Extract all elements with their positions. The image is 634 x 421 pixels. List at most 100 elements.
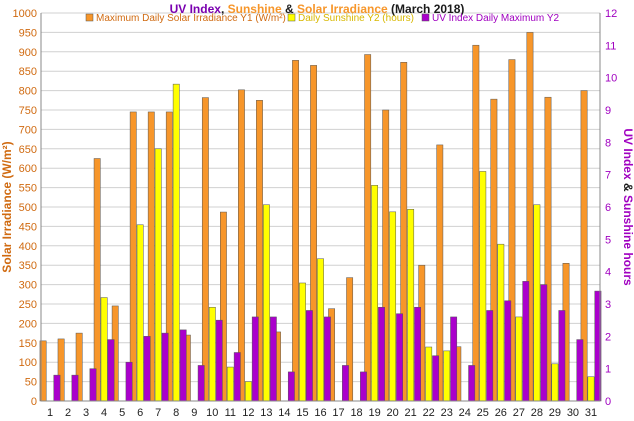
x-tick-label: 23	[441, 407, 453, 419]
x-tick-label: 4	[101, 407, 107, 419]
bar-series-2	[244, 381, 252, 402]
bar-series-1	[364, 54, 372, 402]
x-tick-label: 11	[225, 407, 236, 419]
x-tick-label: 5	[119, 407, 125, 419]
left-tick-label: 950	[19, 27, 37, 39]
x-tick-label: 17	[332, 407, 344, 419]
bar-series-3	[251, 316, 259, 402]
x-tick-label: 13	[260, 407, 272, 419]
right-axis-title: UV Index & Sunshine hours	[621, 128, 634, 286]
bar-series-2	[587, 376, 595, 402]
bar-series-2	[263, 204, 270, 402]
bar-series-2	[479, 171, 487, 402]
bar-series-3	[522, 281, 530, 402]
bar-series-3	[215, 319, 223, 402]
x-tick-label: 19	[368, 407, 380, 419]
x-tick-label: 22	[423, 407, 435, 419]
bar-series-3	[143, 336, 151, 402]
bar-series-3	[432, 355, 440, 402]
bar-series-2	[551, 363, 559, 402]
left-tick-label: 100	[19, 357, 37, 369]
bar-series-3	[269, 316, 277, 402]
bar-series-3	[125, 361, 133, 402]
left-axis-title: Solar Irradiance (W/m²)	[0, 141, 14, 272]
bar-series-1	[129, 111, 137, 402]
bar-series-3	[558, 310, 566, 402]
left-tick-label: 200	[19, 318, 37, 330]
bar-series-3	[71, 374, 79, 402]
bars	[39, 32, 602, 402]
chart-title: UV Index, Sunshine & Solar Irradiance (M…	[170, 2, 465, 16]
x-tick-label: 15	[296, 407, 308, 419]
x-tick-label: 21	[405, 407, 417, 419]
right-tick-label: 1	[605, 364, 611, 376]
left-tick-label: 250	[19, 299, 37, 311]
x-tick-label: 28	[531, 407, 543, 419]
legend-swatch-3	[421, 13, 430, 22]
bar-series-2	[226, 366, 234, 402]
bar-series-2	[371, 185, 378, 402]
bar-series-1	[472, 44, 480, 402]
x-tick-label: 25	[477, 407, 489, 419]
left-tick-label: 600	[19, 163, 37, 175]
legend-label-1: Maximum Daily Solar Irradiance Y1 (W/m²)	[96, 13, 286, 24]
right-tick-label: 8	[605, 137, 611, 149]
left-tick-label: 300	[19, 280, 37, 292]
left-tick-label: 900	[19, 47, 37, 59]
bar-series-2	[136, 224, 144, 402]
left-tick-label: 350	[19, 260, 37, 272]
right-tick-label: 2	[605, 331, 611, 343]
bar-series-2	[172, 83, 180, 402]
right-tick-label: 7	[605, 170, 611, 182]
bar-series-2	[208, 306, 216, 402]
right-tick-label: 5	[605, 234, 611, 246]
bar-series-3	[89, 368, 97, 402]
x-tick-label: 1	[47, 407, 53, 419]
bar-series-2	[407, 209, 415, 402]
bar-series-2	[100, 297, 108, 402]
left-tick-label: 500	[19, 202, 37, 214]
right-axis-title-uv: UV Index	[621, 128, 634, 180]
title-separator-1: ,	[221, 2, 228, 16]
bar-series-3	[486, 310, 494, 402]
title-separator-2: &	[282, 2, 297, 16]
bar-series-2	[425, 346, 433, 402]
bar-series-1	[201, 97, 209, 402]
right-tick-label: 6	[605, 202, 611, 214]
left-tick-label: 450	[19, 221, 37, 233]
left-tick-label: 700	[19, 124, 37, 136]
bar-series-2	[443, 350, 451, 402]
x-tick-label: 12	[242, 407, 254, 419]
x-tick-label: 20	[387, 407, 399, 419]
x-tick-label: 7	[155, 407, 161, 419]
x-tick-label: 31	[585, 407, 597, 419]
bar-series-3	[233, 352, 241, 402]
bar-series-1	[292, 60, 299, 402]
title-sunshine: Sunshine	[228, 2, 282, 16]
left-tick-label: 0	[31, 396, 37, 408]
right-tick-label: 10	[605, 73, 617, 85]
bar-series-1	[93, 158, 101, 402]
bar-series-3	[450, 316, 458, 402]
x-tick-label: 24	[459, 407, 471, 419]
x-tick-label: 8	[173, 407, 179, 419]
bar-series-3	[53, 374, 61, 402]
bar-series-2	[515, 316, 523, 402]
legend: Maximum Daily Solar Irradiance Y1 (W/m²)…	[85, 13, 560, 24]
bar-series-2	[317, 258, 324, 402]
right-axis-title-sunshine: Sunshine hours	[621, 195, 634, 286]
x-tick-label: 2	[65, 407, 71, 419]
right-tick-label: 3	[605, 299, 611, 311]
right-tick-label: 9	[605, 105, 611, 117]
left-tick-label: 1000	[13, 8, 37, 20]
bar-series-3	[540, 284, 548, 402]
x-tick-label: 26	[495, 407, 507, 419]
bar-series-3	[396, 313, 403, 402]
axes: 0501001502002503003504004505005506006507…	[13, 8, 618, 419]
legend-label-2: Daily Sunshine Y2 (hours)	[298, 13, 414, 24]
bar-series-2	[533, 204, 541, 402]
bar-series-3	[378, 306, 385, 402]
right-axis-title-separator: &	[621, 180, 634, 195]
title-uv-index: UV Index	[170, 2, 222, 16]
